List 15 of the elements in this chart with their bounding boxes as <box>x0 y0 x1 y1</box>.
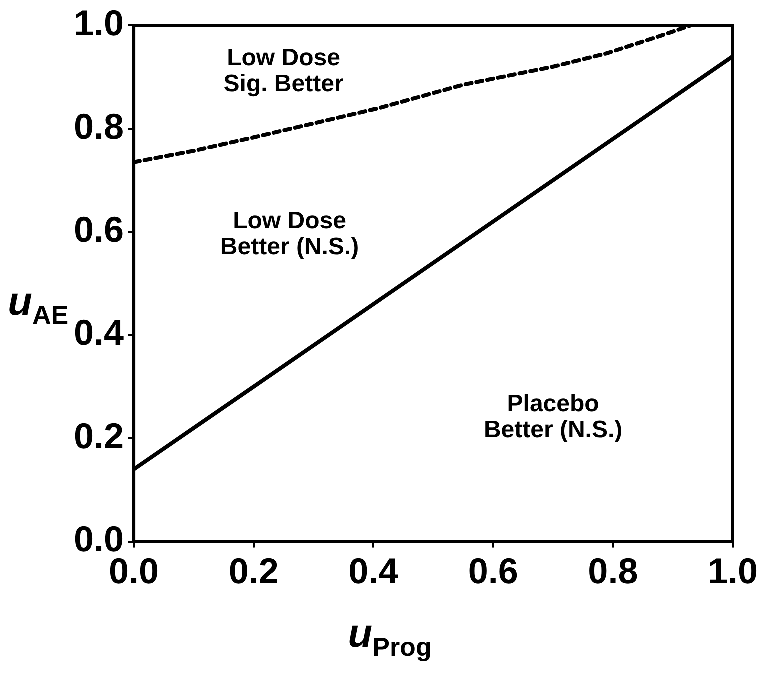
annotation: Placebo Better (N.S.) <box>484 390 623 444</box>
x-tick-label: 1.0 <box>708 550 758 592</box>
y-tick-label: 0.8 <box>74 106 124 147</box>
y-tick-label: 0.4 <box>74 312 124 354</box>
x-axis-title: u$_{Prog}$ <box>348 612 432 663</box>
annotation: Low Dose Better (N.S.) <box>220 207 360 260</box>
x-tick-label: 0.2 <box>228 550 279 592</box>
y-tick-label: 1.0 <box>74 2 124 44</box>
x-tick-label: 0.6 <box>468 550 518 592</box>
y-tick-label: 0.2 <box>74 415 124 456</box>
y-tick-label: 0.6 <box>74 209 124 250</box>
y-axis-title: u$_{AE}$ <box>8 280 69 331</box>
annotation: Low Dose Sig. Better <box>224 44 344 98</box>
x-tick-label: 0.4 <box>348 550 399 592</box>
x-tick-label: 0.8 <box>588 550 638 592</box>
